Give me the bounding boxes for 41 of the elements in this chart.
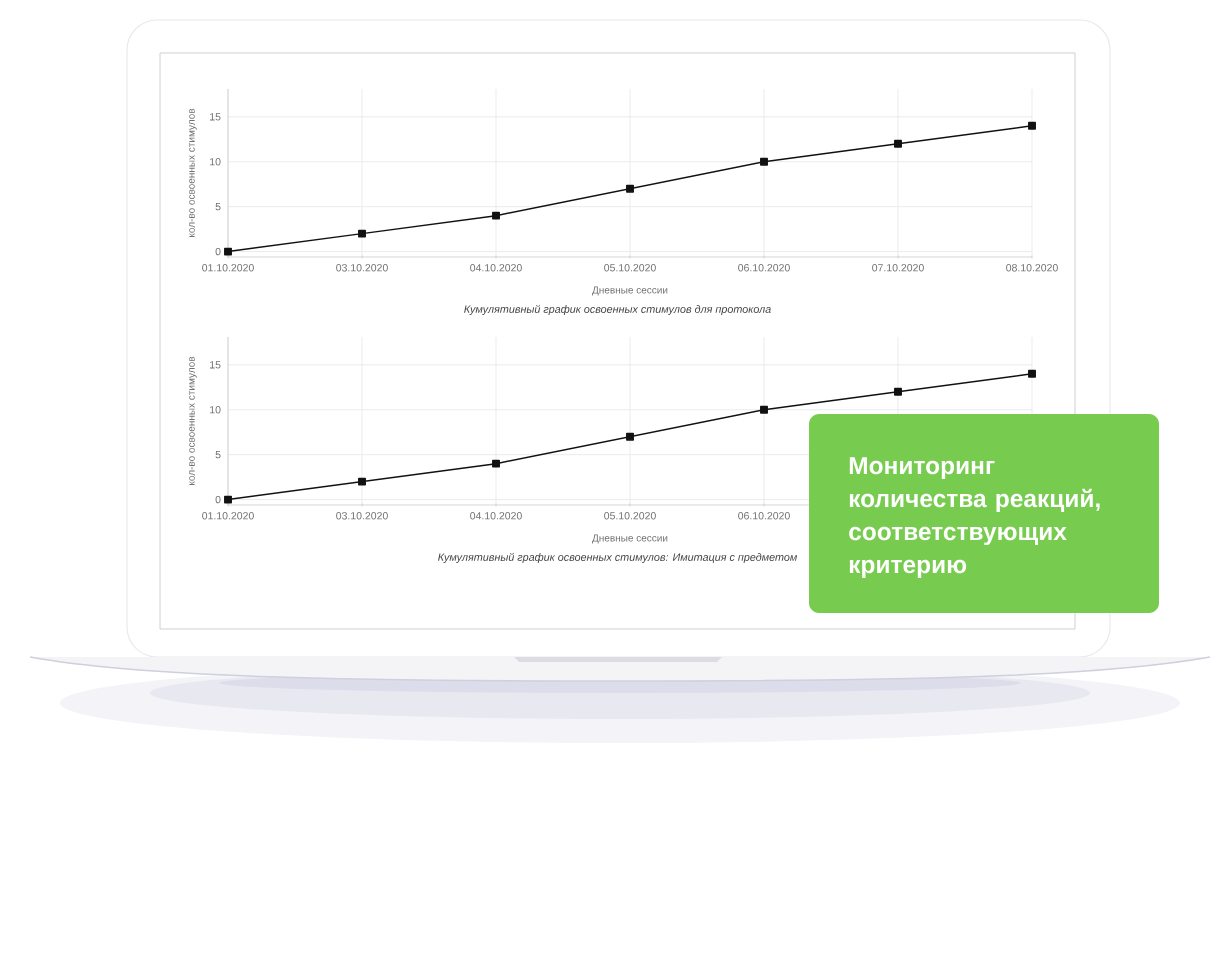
x-tick-label: 07.10.2020 bbox=[872, 264, 924, 272]
x-tick-label: 03.10.2020 bbox=[336, 264, 388, 272]
y-tick-label: 10 bbox=[210, 158, 221, 166]
point bbox=[626, 432, 634, 441]
point bbox=[1028, 121, 1036, 130]
x-tick-label: 06.10.2020 bbox=[738, 264, 790, 272]
point bbox=[760, 157, 768, 166]
x-tick-label: 05.10.2020 bbox=[604, 264, 656, 272]
text: Мониторинг количества реакций, соответствующих критерию bbox=[849, 457, 1100, 579]
point bbox=[894, 139, 902, 148]
point bbox=[760, 405, 768, 414]
y-tick-label: 5 bbox=[215, 451, 221, 459]
y-axis-title: кол-во освоенных стимулов bbox=[189, 108, 197, 237]
x-tick-label: 01.10.2020 bbox=[202, 512, 254, 520]
x-tick-label: 05.10.2020 bbox=[604, 512, 656, 520]
point bbox=[224, 247, 232, 256]
y-tick-label: 0 bbox=[215, 495, 221, 504]
point bbox=[492, 211, 500, 220]
y-axis-title: кол-во освоенных стимулов bbox=[189, 356, 197, 485]
x-axis-title: Дневные сессии bbox=[592, 534, 668, 544]
y-tick-label: 15 bbox=[210, 113, 221, 121]
point bbox=[224, 495, 232, 504]
x-tick-label: 08.10.2020 bbox=[1006, 264, 1058, 272]
x-tick-label: 03.10.2020 bbox=[336, 512, 388, 520]
x-axis-title: Дневные сессии bbox=[592, 286, 668, 296]
x-tick-label: 06.10.2020 bbox=[738, 512, 790, 520]
y-tick-label: 0 bbox=[215, 247, 221, 256]
y-tick-label: 10 bbox=[210, 406, 221, 414]
text: Кумулятивный график освоенных стимулов для протокола bbox=[464, 304, 771, 316]
point bbox=[1028, 369, 1036, 378]
point bbox=[358, 477, 366, 486]
x-tick-label: 04.10.2020 bbox=[470, 264, 522, 272]
point bbox=[358, 229, 366, 238]
y-tick-label: 15 bbox=[210, 361, 221, 369]
point bbox=[894, 387, 902, 396]
point bbox=[626, 184, 634, 193]
y-tick-label: 5 bbox=[215, 203, 221, 211]
text: Кумулятивный график освоенных стимулов: Имитация с предметом bbox=[438, 552, 798, 564]
x-tick-label: 04.10.2020 bbox=[470, 512, 522, 520]
x-tick-label: 01.10.2020 bbox=[202, 264, 254, 272]
point bbox=[492, 459, 500, 468]
